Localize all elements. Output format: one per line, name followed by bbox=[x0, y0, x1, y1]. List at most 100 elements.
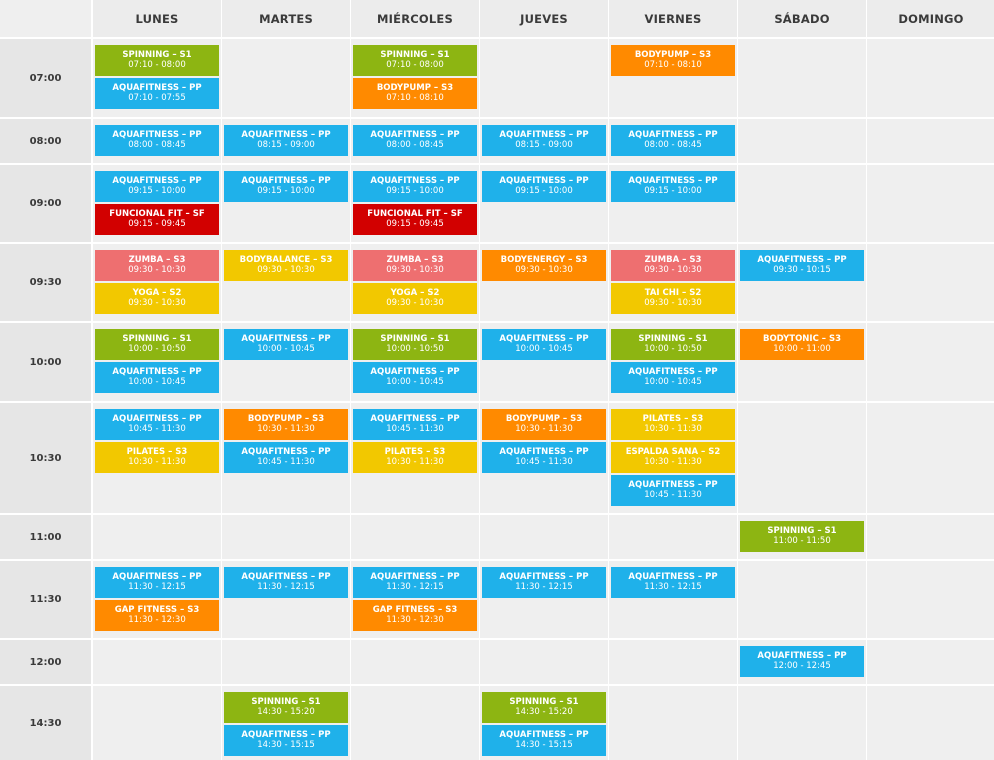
class-block[interactable]: BODYPUMP – S3 10:30 - 11:30 bbox=[224, 409, 348, 440]
class-block[interactable]: SPINNING – S1 10:00 - 10:50 bbox=[95, 329, 219, 360]
class-block[interactable]: AQUAFITNESS – PP 09:15 - 10:00 bbox=[224, 171, 348, 202]
class-block[interactable]: AQUAFITNESS – PP 08:15 - 09:00 bbox=[224, 125, 348, 156]
class-hours: 10:30 - 11:30 bbox=[128, 457, 186, 467]
class-block[interactable]: BODYBALANCE – S3 09:30 - 10:30 bbox=[224, 250, 348, 281]
class-block[interactable]: AQUAFITNESS – PP 10:00 - 10:45 bbox=[482, 329, 606, 360]
class-title: AQUAFITNESS – PP bbox=[370, 572, 460, 582]
class-block[interactable]: AQUAFITNESS – PP 09:15 - 10:00 bbox=[482, 171, 606, 202]
class-hours: 07:10 - 08:00 bbox=[128, 60, 186, 70]
class-title: AQUAFITNESS – PP bbox=[499, 176, 589, 186]
class-title: AQUAFITNESS – PP bbox=[499, 130, 589, 140]
class-block[interactable]: PILATES – S3 10:30 - 11:30 bbox=[95, 442, 219, 473]
class-hours: 10:30 - 11:30 bbox=[644, 457, 702, 467]
time-slot-label: 12:00 bbox=[0, 640, 91, 684]
class-block[interactable]: BODYENERGY – S3 09:30 - 10:30 bbox=[482, 250, 606, 281]
class-title: SPINNING – S1 bbox=[638, 334, 708, 344]
class-block[interactable]: PILATES – S3 10:30 - 11:30 bbox=[353, 442, 477, 473]
class-block[interactable]: YOGA – S2 09:30 - 10:30 bbox=[95, 283, 219, 314]
class-hours: 14:30 - 15:15 bbox=[257, 740, 315, 750]
day-header: MIÉRCOLES bbox=[351, 0, 479, 37]
class-block[interactable]: AQUAFITNESS – PP 07:10 - 07:55 bbox=[95, 78, 219, 109]
class-block[interactable]: ESPALDA SANA – S2 10:30 - 11:30 bbox=[611, 442, 735, 473]
class-block[interactable]: SPINNING – S1 10:00 - 10:50 bbox=[353, 329, 477, 360]
class-block[interactable]: AQUAFITNESS – PP 09:15 - 10:00 bbox=[611, 171, 735, 202]
schedule-cell bbox=[609, 640, 737, 684]
class-block[interactable]: AQUAFITNESS – PP 10:45 - 11:30 bbox=[95, 409, 219, 440]
class-block[interactable]: AQUAFITNESS – PP 09:30 - 10:15 bbox=[740, 250, 864, 281]
class-block[interactable]: FUNCIONAL FIT – SF 09:15 - 09:45 bbox=[95, 204, 219, 235]
schedule-cell bbox=[867, 119, 994, 163]
class-block[interactable]: SPINNING – S1 07:10 - 08:00 bbox=[353, 45, 477, 76]
class-hours: 09:30 - 10:30 bbox=[257, 265, 315, 275]
class-title: BODYBALANCE – S3 bbox=[239, 255, 333, 265]
class-block[interactable]: SPINNING – S1 14:30 - 15:20 bbox=[224, 692, 348, 723]
class-block[interactable]: AQUAFITNESS – PP 08:15 - 09:00 bbox=[482, 125, 606, 156]
class-hours: 11:30 - 12:15 bbox=[257, 582, 315, 592]
class-block[interactable]: FUNCIONAL FIT – SF 09:15 - 09:45 bbox=[353, 204, 477, 235]
class-block[interactable]: GAP FITNESS – S3 11:30 - 12:30 bbox=[353, 600, 477, 631]
class-block[interactable]: AQUAFITNESS – PP 11:30 - 12:15 bbox=[482, 567, 606, 598]
schedule-cell bbox=[867, 561, 994, 638]
class-block[interactable]: BODYPUMP – S3 07:10 - 08:10 bbox=[353, 78, 477, 109]
schedule-cell bbox=[609, 686, 737, 760]
class-title: AQUAFITNESS – PP bbox=[370, 130, 460, 140]
class-title: AQUAFITNESS – PP bbox=[112, 414, 202, 424]
class-title: SPINNING – S1 bbox=[380, 50, 450, 60]
class-block[interactable]: AQUAFITNESS – PP 14:30 - 15:15 bbox=[482, 725, 606, 756]
class-block[interactable]: SPINNING – S1 07:10 - 08:00 bbox=[95, 45, 219, 76]
class-hours: 14:30 - 15:20 bbox=[257, 707, 315, 717]
class-block[interactable]: AQUAFITNESS – PP 09:15 - 10:00 bbox=[95, 171, 219, 202]
class-block[interactable]: AQUAFITNESS – PP 10:00 - 10:45 bbox=[224, 329, 348, 360]
class-block[interactable]: AQUAFITNESS – PP 12:00 - 12:45 bbox=[740, 646, 864, 677]
class-hours: 07:10 - 08:00 bbox=[386, 60, 444, 70]
class-block[interactable]: AQUAFITNESS – PP 10:00 - 10:45 bbox=[95, 362, 219, 393]
class-hours: 10:00 - 10:45 bbox=[128, 377, 186, 387]
class-title: SPINNING – S1 bbox=[380, 334, 450, 344]
class-block[interactable]: AQUAFITNESS – PP 08:00 - 08:45 bbox=[95, 125, 219, 156]
class-block[interactable]: YOGA – S2 09:30 - 10:30 bbox=[353, 283, 477, 314]
class-title: AQUAFITNESS – PP bbox=[241, 130, 331, 140]
class-block[interactable]: AQUAFITNESS – PP 11:30 - 12:15 bbox=[611, 567, 735, 598]
class-block[interactable]: SPINNING – S1 14:30 - 15:20 bbox=[482, 692, 606, 723]
schedule-cell bbox=[738, 686, 866, 760]
class-block[interactable]: BODYPUMP – S3 10:30 - 11:30 bbox=[482, 409, 606, 440]
class-block[interactable]: PILATES – S3 10:30 - 11:30 bbox=[611, 409, 735, 440]
class-block[interactable]: AQUAFITNESS – PP 10:45 - 11:30 bbox=[482, 442, 606, 473]
class-block[interactable]: BODYTONIC – S3 10:00 - 11:00 bbox=[740, 329, 864, 360]
class-block[interactable]: AQUAFITNESS – PP 10:45 - 11:30 bbox=[611, 475, 735, 506]
class-block[interactable]: AQUAFITNESS – PP 11:30 - 12:15 bbox=[95, 567, 219, 598]
schedule-cell bbox=[93, 686, 221, 760]
class-block[interactable]: AQUAFITNESS – PP 10:45 - 11:30 bbox=[224, 442, 348, 473]
time-slot-label: 08:00 bbox=[0, 119, 91, 163]
class-block[interactable]: BODYPUMP – S3 07:10 - 08:10 bbox=[611, 45, 735, 76]
schedule-cell bbox=[480, 640, 608, 684]
class-block[interactable]: TAI CHI – S2 09:30 - 10:30 bbox=[611, 283, 735, 314]
class-block[interactable]: AQUAFITNESS – PP 09:15 - 10:00 bbox=[353, 171, 477, 202]
class-block[interactable]: AQUAFITNESS – PP 10:00 - 10:45 bbox=[611, 362, 735, 393]
class-block[interactable]: AQUAFITNESS – PP 08:00 - 08:45 bbox=[353, 125, 477, 156]
class-block[interactable]: ZUMBA – S3 09:30 - 10:30 bbox=[611, 250, 735, 281]
class-hours: 08:00 - 08:45 bbox=[386, 140, 444, 150]
class-block[interactable]: GAP FITNESS – S3 11:30 - 12:30 bbox=[95, 600, 219, 631]
class-title: GAP FITNESS – S3 bbox=[372, 605, 458, 615]
class-block[interactable]: ZUMBA – S3 09:30 - 10:30 bbox=[95, 250, 219, 281]
class-hours: 07:10 - 08:10 bbox=[386, 93, 444, 103]
class-block[interactable]: SPINNING – S1 11:00 - 11:50 bbox=[740, 521, 864, 552]
class-hours: 10:00 - 10:50 bbox=[386, 344, 444, 354]
class-block[interactable]: AQUAFITNESS – PP 11:30 - 12:15 bbox=[353, 567, 477, 598]
class-block[interactable]: AQUAFITNESS – PP 10:00 - 10:45 bbox=[353, 362, 477, 393]
class-hours: 10:00 - 10:45 bbox=[257, 344, 315, 354]
class-block[interactable]: AQUAFITNESS – PP 11:30 - 12:15 bbox=[224, 567, 348, 598]
class-block[interactable]: AQUAFITNESS – PP 08:00 - 08:45 bbox=[611, 125, 735, 156]
schedule-cell bbox=[351, 515, 479, 559]
schedule-cell bbox=[867, 39, 994, 117]
class-block[interactable]: AQUAFITNESS – PP 14:30 - 15:15 bbox=[224, 725, 348, 756]
class-block[interactable]: SPINNING – S1 10:00 - 10:50 bbox=[611, 329, 735, 360]
class-hours: 08:15 - 09:00 bbox=[515, 140, 573, 150]
time-slot-label: 10:30 bbox=[0, 403, 91, 513]
class-title: AQUAFITNESS – PP bbox=[628, 176, 718, 186]
class-block[interactable]: AQUAFITNESS – PP 10:45 - 11:30 bbox=[353, 409, 477, 440]
class-title: AQUAFITNESS – PP bbox=[370, 367, 460, 377]
class-block[interactable]: ZUMBA – S3 09:30 - 10:30 bbox=[353, 250, 477, 281]
schedule-cell bbox=[609, 515, 737, 559]
